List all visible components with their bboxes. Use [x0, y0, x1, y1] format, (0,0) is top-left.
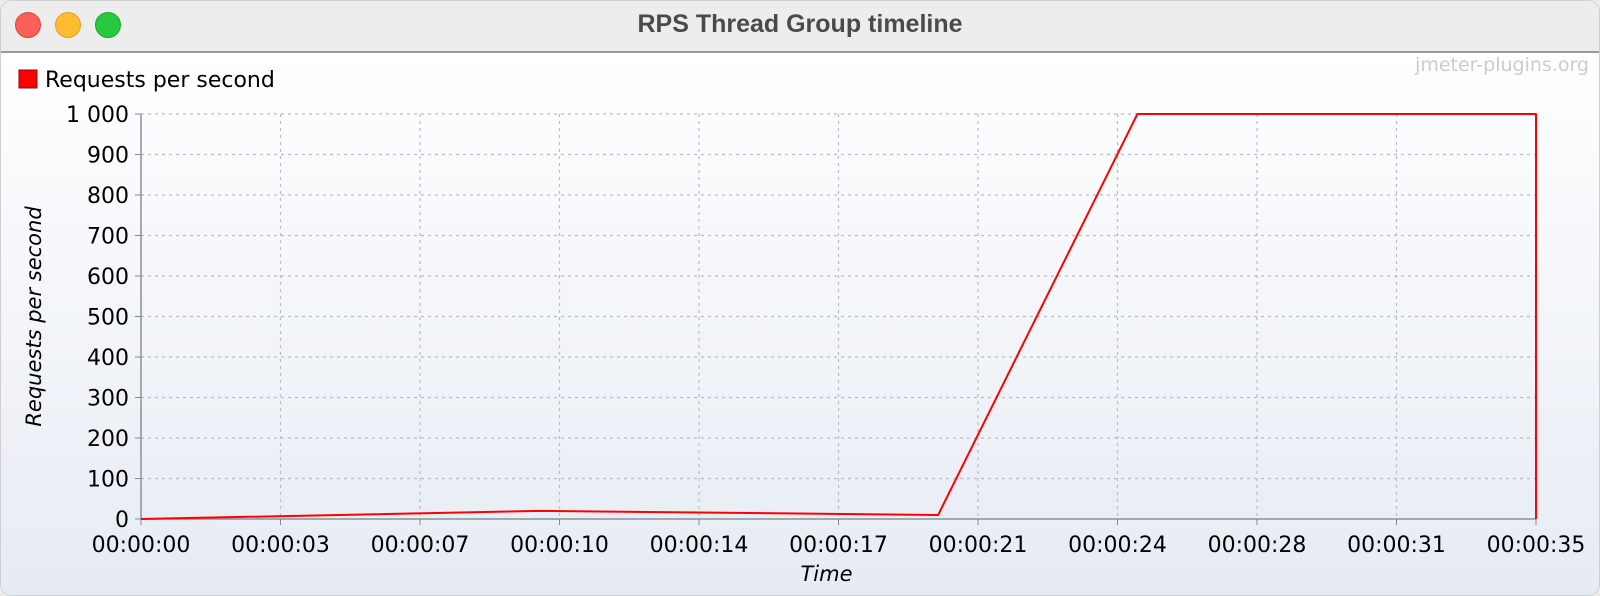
- x-tick-label: 00:00:28: [1208, 533, 1307, 558]
- x-tick-label: 00:00:24: [1068, 533, 1167, 558]
- y-tick-label: 700: [87, 225, 129, 250]
- y-tick-label: 500: [87, 306, 129, 331]
- y-tick-label: 900: [87, 144, 129, 169]
- y-tick-label: 600: [87, 265, 129, 290]
- x-tick-label: 00:00:17: [789, 533, 888, 558]
- legend-label: Requests per second: [45, 68, 275, 93]
- y-tick-label: 0: [115, 508, 129, 533]
- close-button[interactable]: [15, 12, 41, 38]
- x-tick-label: 00:00:31: [1347, 533, 1446, 558]
- y-tick-label: 200: [87, 427, 129, 452]
- line-chart: jmeter-plugins.org Requests per second 0 10…: [18, 54, 1589, 586]
- maximize-button[interactable]: [95, 12, 121, 38]
- chart-panel: jmeter-plugins.org Requests per second 0 10…: [1, 53, 1599, 595]
- y-axis-title: Requests per second: [22, 206, 46, 427]
- series-line: [140, 113, 1537, 520]
- x-tick-label: 00:00:07: [371, 533, 470, 558]
- x-tick-label: 00:00:14: [650, 533, 749, 558]
- x-tick-label: 00:00:35: [1487, 533, 1586, 558]
- y-tick-label: 800: [87, 184, 129, 209]
- y-tick-label: 400: [87, 346, 129, 371]
- x-tick-label: 00:00:00: [92, 533, 191, 558]
- y-tick-label: 1 000: [66, 103, 129, 128]
- legend-swatch: [18, 69, 38, 89]
- watermark-text: jmeter-plugins.org: [1414, 54, 1589, 76]
- x-tick-label: 00:00:03: [231, 533, 330, 558]
- window-title: RPS Thread Group timeline: [637, 10, 963, 38]
- title-bar[interactable]: RPS Thread Group timeline: [1, 1, 1599, 53]
- x-tick-label: 00:00:21: [929, 533, 1028, 558]
- y-tick-label: 300: [87, 387, 129, 412]
- y-tick-label: 100: [87, 468, 129, 493]
- minimize-button[interactable]: [55, 12, 81, 38]
- x-tick-label: 00:00:10: [510, 533, 609, 558]
- x-axis-title: Time: [800, 562, 852, 586]
